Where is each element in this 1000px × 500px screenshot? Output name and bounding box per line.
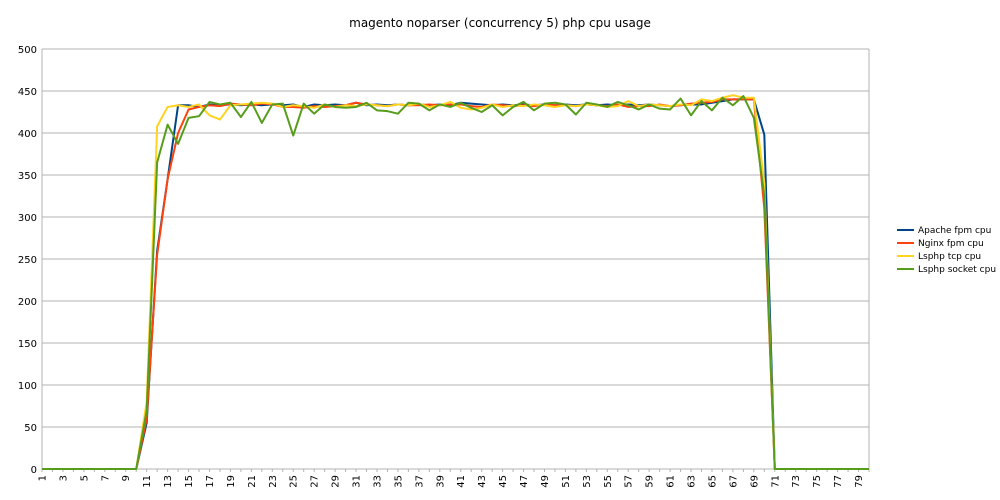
x-tick-label: 5 [79,475,90,481]
series-line-3 [42,94,869,470]
x-tick-label: 35 [393,475,404,488]
x-tick-label: 29 [331,475,342,488]
x-tick-label: 7 [100,475,111,481]
x-tick-label: 39 [435,475,446,488]
series-line-1 [42,98,869,470]
x-tick-label: 51 [561,475,572,488]
x-tick-label: 65 [707,475,718,488]
chart-title: magento noparser (concurrency 5) php cpu… [349,16,651,30]
x-tick-label: 77 [833,475,844,488]
x-tick-label: 71 [770,475,781,488]
x-tick-label: 57 [624,475,635,488]
y-tick-label: 50 [24,423,37,434]
x-tick-label: 73 [791,475,802,488]
legend: Apache fpm cpu Nginx fpm cpu Lsphp tcp cpu… [897,226,996,275]
x-tick-label: 23 [268,475,279,488]
x-axis-tick-labels: 1 3 5 7 9 11 13 15 17 19 21 23 25 27 29 31 33 35 37 39 41 43 4… [38,475,866,488]
x-tick-label: 47 [519,475,530,488]
x-tick-label: 45 [498,475,509,488]
x-tick-label: 41 [456,475,467,488]
y-tick-label: 400 [18,129,37,140]
x-tick-label: 53 [582,475,593,488]
y-tick-label: 0 [31,465,37,476]
y-tick-label: 500 [18,45,37,56]
y-tick-label: 100 [18,381,37,392]
y-tick-label: 200 [18,297,37,308]
x-tick-label: 55 [603,475,614,488]
x-tick-label: 1 [38,475,49,481]
x-tick-label: 17 [205,475,216,488]
x-tick-label: 67 [728,475,739,488]
y-tick-label: 150 [18,339,37,350]
x-tick-label: 37 [414,475,425,488]
gridlines [42,48,869,470]
x-tick-label: 25 [289,475,300,488]
x-tick-label: 15 [184,475,195,488]
x-tick-label: 43 [477,475,488,488]
y-tick-label: 250 [18,255,37,266]
x-tick-label: 9 [121,475,132,481]
x-tick-label: 63 [687,475,698,488]
series-line-4 [42,95,869,470]
x-tick-label: 13 [163,475,174,488]
y-tick-label: 350 [18,171,37,182]
y-tick-label: 450 [18,87,37,98]
y-axis-tick-labels: 0 50 100 150 200 250 300 350 400 450 500 [18,45,37,476]
x-tick-label: 75 [812,475,823,488]
x-tick-label: 19 [226,475,237,488]
x-tick-label: 31 [352,475,363,488]
legend-label: Lsphp socket cpu [918,265,996,275]
series-lines [42,94,869,470]
series-line-2 [42,98,869,470]
x-tick-label: 79 [854,475,865,488]
x-tick-label: 69 [749,475,760,488]
legend-label: Lsphp tcp cpu [918,252,981,262]
legend-label: Apache fpm cpu [918,226,991,236]
axes [41,49,870,472]
x-tick-label: 27 [310,475,321,488]
x-tick-label: 61 [666,475,677,488]
x-tick-label: 33 [372,475,383,488]
x-tick-label: 49 [540,475,551,488]
x-tick-label: 21 [247,475,258,488]
legend-label: Nginx fpm cpu [918,239,984,249]
y-tick-label: 300 [18,213,37,224]
x-tick-label: 11 [142,475,153,488]
x-tick-label: 3 [58,475,69,481]
x-tick-label: 59 [645,475,656,488]
